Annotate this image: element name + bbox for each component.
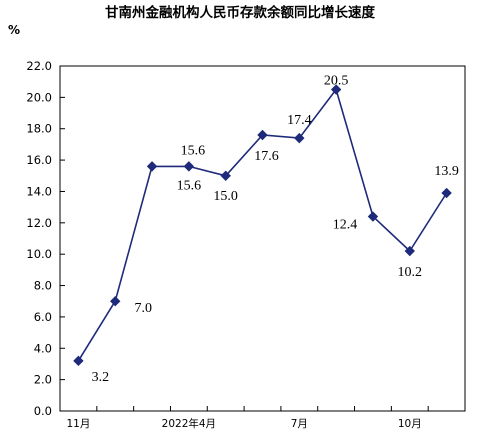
y-tick-label: 20.0 [26, 90, 52, 104]
data-label: 17.4 [287, 113, 312, 128]
data-label: 7.0 [134, 301, 152, 316]
data-label: 15.6 [177, 178, 202, 193]
data-point [220, 170, 231, 181]
data-labels: 3.2 7.0 15.6 15.6 15.0 17.6 17.4 20.5 12.4 10.2 13… [92, 74, 459, 385]
plot-area [59, 65, 466, 412]
data-label: 15.0 [213, 189, 238, 204]
data-label: 12.4 [333, 218, 358, 233]
y-tick-label: 6.0 [34, 310, 52, 324]
y-tick-label: 18.0 [26, 122, 52, 136]
data-label: 15.6 [181, 143, 206, 158]
data-point [404, 245, 415, 257]
y-tick-label: 0.0 [34, 404, 52, 418]
y-axis-unit: % [8, 23, 20, 37]
y-axis: 0.0 2.0 4.0 6.0 8.0 10.0 12.0 14.0 16.0 18.0 20.0 2… [26, 59, 65, 418]
data-label: 3.2 [92, 370, 110, 385]
data-point [146, 161, 158, 172]
x-tick-label: 7月 [291, 418, 308, 430]
data-point [441, 187, 452, 199]
y-tick-label: 22.0 [26, 59, 52, 73]
y-tick-label: 16.0 [26, 153, 52, 167]
data-label: 10.2 [398, 265, 423, 280]
data-point [257, 129, 268, 141]
data-point [183, 161, 195, 172]
x-axis: 11月 2022年4月 7月 10月 [59, 406, 466, 430]
data-label: 17.6 [254, 149, 279, 164]
x-tick-label: 11月 [66, 418, 90, 430]
data-point [330, 84, 342, 95]
y-tick-label: 8.0 [34, 279, 52, 293]
data-label: 20.5 [324, 74, 349, 89]
chart-title: 甘南州金融机构人民币存款余额同比增长速度 [105, 4, 375, 21]
y-tick-label: 12.0 [26, 216, 52, 230]
data-point [110, 296, 121, 307]
y-tick-label: 2.0 [34, 373, 52, 387]
x-tick-label: 10月 [398, 418, 422, 430]
y-tick-label: 10.0 [26, 247, 52, 261]
data-point [294, 132, 305, 144]
y-tick-label: 4.0 [34, 341, 52, 355]
data-point [73, 355, 84, 367]
y-tick-label: 14.0 [26, 184, 52, 198]
x-tick-label: 2022年4月 [162, 417, 216, 430]
data-label: 13.9 [434, 164, 459, 179]
data-points [73, 84, 452, 367]
data-point [367, 211, 379, 222]
